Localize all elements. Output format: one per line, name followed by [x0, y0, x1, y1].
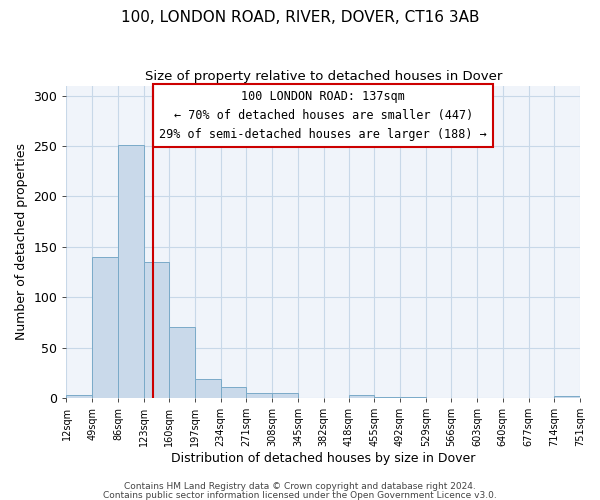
- Text: Contains public sector information licensed under the Open Government Licence v3: Contains public sector information licen…: [103, 490, 497, 500]
- Text: 100, LONDON ROAD, RIVER, DOVER, CT16 3AB: 100, LONDON ROAD, RIVER, DOVER, CT16 3AB: [121, 10, 479, 25]
- Bar: [400, 397, 426, 398]
- Bar: [169, 328, 195, 398]
- Text: Contains HM Land Registry data © Crown copyright and database right 2024.: Contains HM Land Registry data © Crown c…: [124, 482, 476, 491]
- Bar: [349, 395, 374, 398]
- Bar: [143, 262, 169, 398]
- Bar: [272, 393, 298, 398]
- Bar: [195, 379, 221, 398]
- Bar: [374, 397, 400, 398]
- Y-axis label: Number of detached properties: Number of detached properties: [15, 144, 28, 340]
- X-axis label: Distribution of detached houses by size in Dover: Distribution of detached houses by size …: [171, 452, 475, 465]
- Text: 100 LONDON ROAD: 137sqm
← 70% of detached houses are smaller (447)
29% of semi-d: 100 LONDON ROAD: 137sqm ← 70% of detache…: [160, 90, 487, 141]
- Bar: [118, 145, 143, 398]
- Bar: [221, 387, 247, 398]
- Bar: [67, 395, 92, 398]
- Bar: [554, 396, 580, 398]
- Title: Size of property relative to detached houses in Dover: Size of property relative to detached ho…: [145, 70, 502, 83]
- Bar: [92, 257, 118, 398]
- Bar: [247, 393, 272, 398]
